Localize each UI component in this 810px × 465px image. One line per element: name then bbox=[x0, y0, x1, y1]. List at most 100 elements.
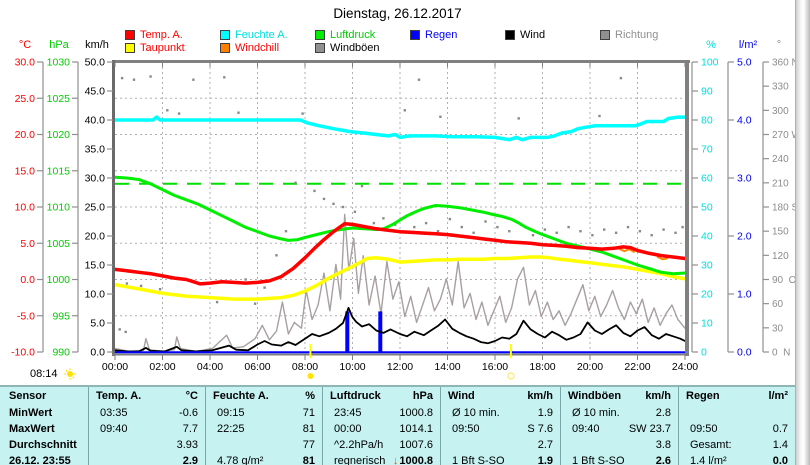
column-name: Luftdruck bbox=[330, 390, 381, 402]
table-header-col: Temp. A. °C bbox=[88, 387, 205, 405]
svg-text:-5.0: -5.0 bbox=[17, 310, 35, 322]
table-cell: 77 bbox=[205, 437, 322, 453]
svg-text:35.0: 35.0 bbox=[85, 144, 106, 156]
legend-item-temp-a: Temp. A. bbox=[125, 29, 183, 41]
cell-value: -0.6 bbox=[179, 407, 198, 419]
legend-swatch-icon bbox=[125, 30, 135, 40]
svg-text:5.0: 5.0 bbox=[737, 57, 752, 69]
axis-lm2: 5.0 4.0 3.0 2.0 1.0 0.0 l/m² bbox=[727, 39, 757, 359]
cell-time: 09:40 bbox=[572, 423, 600, 435]
svg-text:60: 60 bbox=[772, 299, 784, 310]
cell-time: 09:50 bbox=[452, 423, 480, 435]
cell-time: 1 Bft S-SO bbox=[572, 455, 625, 465]
table-cell: 09:50 S 7.6 bbox=[440, 421, 560, 437]
svg-text:0 N: 0 N bbox=[772, 348, 790, 359]
table-cell: 23:45 1000.8 bbox=[322, 405, 440, 421]
legend-swatch-icon bbox=[220, 43, 230, 53]
cell-value: 2.9 bbox=[182, 455, 198, 465]
svg-text:990: 990 bbox=[52, 347, 70, 359]
cell-value: ↓1000.8 bbox=[392, 455, 433, 465]
svg-text:300: 300 bbox=[772, 106, 789, 117]
svg-text:16:00: 16:00 bbox=[482, 361, 508, 373]
table-cell: 2.7 bbox=[440, 437, 560, 453]
x-axis: 00:00 02:00 04:00 06:00 08:00 10:00 12:00 14:00… bbox=[102, 62, 698, 373]
svg-text:hPa: hPa bbox=[49, 39, 69, 51]
svg-text:02:00: 02:00 bbox=[149, 361, 175, 373]
column-unit: % bbox=[305, 390, 315, 402]
svg-text:15.0: 15.0 bbox=[85, 260, 106, 272]
legend-swatch-icon bbox=[505, 30, 515, 40]
row-label: Durchschnitt bbox=[9, 439, 77, 451]
svg-text:22:00: 22:00 bbox=[624, 361, 650, 373]
legend-item-luftdruck: Luftdruck bbox=[315, 29, 375, 41]
svg-text:70: 70 bbox=[701, 144, 713, 156]
cell-time: 1 Bft S-SO bbox=[452, 455, 505, 465]
svg-text:4.0: 4.0 bbox=[737, 115, 752, 127]
cell-value: 0.7 bbox=[772, 423, 788, 435]
svg-text:00:00: 00:00 bbox=[102, 361, 128, 373]
series-regen-bars bbox=[345, 311, 383, 352]
svg-text:60: 60 bbox=[701, 173, 713, 185]
sunset-marker-icon bbox=[507, 372, 515, 380]
axis-temp: 30.0 25.0 20.0 15.0 10.0 5.0 0.0 -5.0 -10.0 °C bbox=[11, 39, 44, 359]
column-name: Feuchte A. bbox=[213, 390, 269, 402]
series-luftdruck bbox=[113, 175, 687, 276]
cell-value: 1.9 bbox=[537, 455, 553, 465]
legend-swatch-icon bbox=[600, 30, 610, 40]
cell-time: 09:15 bbox=[217, 407, 245, 419]
table-row: Durchschnitt 3.93 77 ^2.2hPa/h 1007.6 2.7 3.8 G… bbox=[0, 437, 795, 453]
svg-text:360 N: 360 N bbox=[772, 58, 795, 69]
table-cell: 1 Bft S-SO 2.6 bbox=[560, 453, 678, 465]
table-cell: Ø 10 min. 1.9 bbox=[440, 405, 560, 421]
svg-text:30: 30 bbox=[772, 323, 784, 334]
row-label: 26.12. 23:55 bbox=[9, 455, 71, 465]
svg-text:1025: 1025 bbox=[47, 93, 71, 105]
legend-item-windchill: Windchill bbox=[220, 42, 279, 54]
legend-swatch-icon bbox=[315, 30, 325, 40]
table-row: 26.12. 23:55 2.9 4.78 g/m² 81 regnerisch ↓100… bbox=[0, 453, 795, 465]
cell-time: 09:50 bbox=[690, 423, 718, 435]
svg-text:-10.0: -10.0 bbox=[11, 347, 35, 359]
cell-time: 1.4 l/m² bbox=[690, 455, 727, 465]
svg-text:1.0: 1.0 bbox=[737, 289, 752, 301]
table-cell: Ø 10 min. 2.8 bbox=[560, 405, 678, 421]
svg-text:270 W: 270 W bbox=[772, 130, 795, 141]
svg-text:330: 330 bbox=[772, 82, 789, 93]
legend-label: Wind bbox=[520, 29, 546, 41]
axis-hpa: 1030 1025 1020 1015 1010 1005 1000 995 990 hPa bbox=[47, 39, 79, 359]
cell-time: 00:00 bbox=[334, 423, 362, 435]
series-richtung-dots bbox=[118, 75, 684, 334]
svg-text:18:00: 18:00 bbox=[529, 361, 555, 373]
table-header-col: Wind km/h bbox=[440, 387, 560, 405]
scrollbar-track[interactable] bbox=[795, 0, 810, 465]
table-cell: 09:15 71 bbox=[205, 405, 322, 421]
svg-text:1005: 1005 bbox=[47, 238, 71, 250]
svg-text:20.0: 20.0 bbox=[85, 231, 106, 243]
cell-value: 81 bbox=[302, 423, 315, 435]
svg-text:2.0: 2.0 bbox=[737, 231, 752, 243]
legend-swatch-icon bbox=[315, 43, 325, 53]
legend-label: Feuchte A. bbox=[235, 29, 288, 41]
svg-text:10: 10 bbox=[701, 318, 713, 330]
svg-text:25.0: 25.0 bbox=[15, 93, 36, 105]
cell-time: Ø 10 min. bbox=[572, 407, 620, 419]
legend-swatch-icon bbox=[125, 43, 135, 53]
cell-value: 3.8 bbox=[655, 439, 671, 451]
svg-text:24:00: 24:00 bbox=[672, 361, 698, 373]
cell-value: 0.0 bbox=[772, 455, 788, 465]
cell-value: 1007.6 bbox=[399, 439, 433, 451]
table-cell bbox=[678, 405, 795, 421]
table-cell: 2.9 bbox=[88, 453, 205, 465]
pressure-falling-arrow-icon: ↓ bbox=[392, 455, 399, 465]
cell-value: 3.93 bbox=[176, 439, 198, 451]
row-label: MinWert bbox=[9, 407, 53, 419]
svg-text:240: 240 bbox=[772, 154, 789, 165]
column-unit: l/m² bbox=[768, 390, 788, 402]
svg-text:90: 90 bbox=[701, 86, 713, 98]
svg-text:°C: °C bbox=[19, 39, 31, 51]
cell-value: 71 bbox=[302, 407, 315, 419]
svg-text:5.0: 5.0 bbox=[90, 318, 105, 330]
svg-text:50: 50 bbox=[701, 202, 713, 214]
svg-text:180 S: 180 S bbox=[772, 203, 795, 214]
